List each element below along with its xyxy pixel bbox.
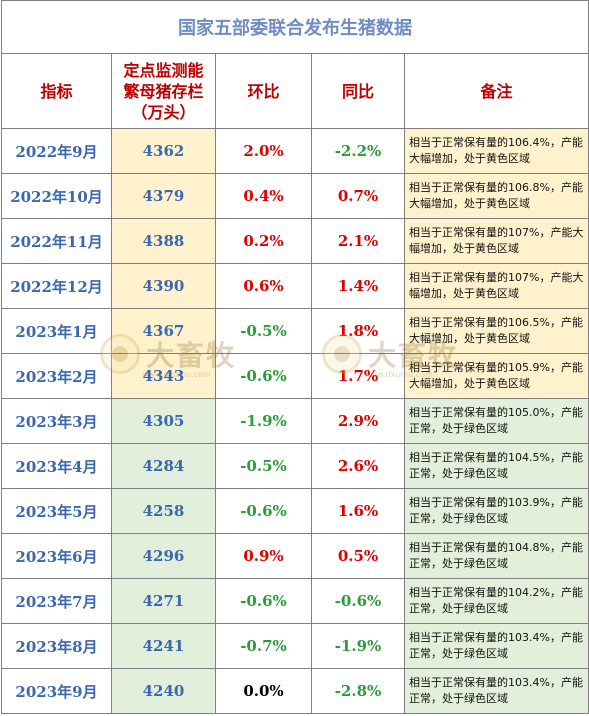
- table-title: 国家五部委联合发布生猪数据: [1, 0, 589, 54]
- table-row: 2023年1月 4367 -0.5% 1.8% 相当于正常保有量的106.5%，产能大幅…: [1, 308, 589, 354]
- mom-cell: 0.4%: [215, 173, 312, 219]
- yoy-cell: 2.9%: [311, 398, 405, 444]
- yoy-cell: 0.7%: [311, 173, 405, 219]
- table-row: 2023年3月 4305 -1.9% 2.9% 相当于正常保有量的105.0%，产能正常…: [1, 398, 589, 444]
- table-row: 2023年9月 4240 0.0% -2.8% 相当于正常保有量的103.4%，产能正常…: [1, 668, 589, 714]
- sows-cell: 4343: [111, 353, 216, 399]
- note-cell: 相当于正常保有量的104.2%，产能正常，处于绿色区域: [404, 578, 589, 624]
- month-cell: 2022年9月: [1, 128, 112, 174]
- yoy-cell: -2.2%: [311, 128, 405, 174]
- table-row: 2023年8月 4241 -0.7% -1.9% 相当于正常保有量的103.4%，产能正…: [1, 623, 589, 669]
- month-cell: 2023年3月: [1, 398, 112, 444]
- month-cell: 2023年8月: [1, 623, 112, 669]
- sows-cell: 4305: [111, 398, 216, 444]
- yoy-cell: -1.9%: [311, 623, 405, 669]
- month-cell: 2023年6月: [1, 533, 112, 579]
- yoy-cell: 1.8%: [311, 308, 405, 354]
- mom-cell: -0.5%: [215, 308, 312, 354]
- yoy-cell: 2.6%: [311, 443, 405, 489]
- sows-cell: 4390: [111, 263, 216, 309]
- mom-cell: 0.2%: [215, 218, 312, 264]
- month-cell: 2023年7月: [1, 578, 112, 624]
- note-cell: 相当于正常保有量的105.0%，产能正常，处于绿色区域: [404, 398, 589, 444]
- mom-cell: 0.9%: [215, 533, 312, 579]
- note-cell: 相当于正常保有量的104.5%，产能正常，处于绿色区域: [404, 443, 589, 489]
- mom-cell: -1.9%: [215, 398, 312, 444]
- mom-cell: -0.7%: [215, 623, 312, 669]
- table-row: 2023年4月 4284 -0.5% 2.6% 相当于正常保有量的104.5%，产能正常…: [1, 443, 589, 489]
- sows-cell: 4388: [111, 218, 216, 264]
- yoy-cell: -0.6%: [311, 578, 405, 624]
- sows-cell: 4240: [111, 668, 216, 714]
- note-cell: 相当于正常保有量的106.8%，产能大幅增加，处于黄色区域: [404, 173, 589, 219]
- note-cell: 相当于正常保有量的106.4%，产能大幅增加，处于黄色区域: [404, 128, 589, 174]
- yoy-cell: 1.7%: [311, 353, 405, 399]
- note-cell: 相当于正常保有量的103.9%，产能正常，处于绿色区域: [404, 488, 589, 534]
- header-mom: 环比: [215, 53, 312, 129]
- note-cell: 相当于正常保有量的107%，产能大幅增加，处于黄色区域: [404, 218, 589, 264]
- month-cell: 2023年1月: [1, 308, 112, 354]
- header-note: 备注: [404, 53, 589, 129]
- note-cell: 相当于正常保有量的103.4%，产能正常，处于绿色区域: [404, 623, 589, 669]
- note-cell: 相当于正常保有量的105.9%，产能大幅增加，处于黄色区域: [404, 353, 589, 399]
- header-yoy: 同比: [311, 53, 405, 129]
- yoy-cell: 0.5%: [311, 533, 405, 579]
- sows-cell: 4284: [111, 443, 216, 489]
- note-cell: 相当于正常保有量的106.5%，产能大幅增加，处于黄色区域: [404, 308, 589, 354]
- header-sows-line2: 繁母猪存栏: [123, 81, 204, 101]
- month-cell: 2023年9月: [1, 668, 112, 714]
- mom-cell: -0.6%: [215, 578, 312, 624]
- header-sows-line3: （万头）: [131, 102, 196, 122]
- table-row: 2022年9月 4362 2.0% -2.2% 相当于正常保有量的106.4%，产能大幅…: [1, 128, 589, 174]
- sows-cell: 4379: [111, 173, 216, 219]
- yoy-cell: 1.6%: [311, 488, 405, 534]
- month-cell: 2023年2月: [1, 353, 112, 399]
- mom-cell: 0.6%: [215, 263, 312, 309]
- yoy-cell: 2.1%: [311, 218, 405, 264]
- sows-cell: 4241: [111, 623, 216, 669]
- sows-cell: 4258: [111, 488, 216, 534]
- note-cell: 相当于正常保有量的103.4%，产能正常，处于绿色区域: [404, 668, 589, 714]
- table-row: 2023年2月 4343 -0.6% 1.7% 相当于正常保有量的105.9%，产能大幅…: [1, 353, 589, 399]
- header-sows: 定点监测能 繁母猪存栏 （万头）: [111, 53, 216, 129]
- table-row: 2023年5月 4258 -0.6% 1.6% 相当于正常保有量的103.9%，产能正常…: [1, 488, 589, 534]
- sows-cell: 4362: [111, 128, 216, 174]
- month-cell: 2023年4月: [1, 443, 112, 489]
- note-cell: 相当于正常保有量的104.8%，产能正常，处于绿色区域: [404, 533, 589, 579]
- table-row: 2022年11月 4388 0.2% 2.1% 相当于正常保有量的107%，产能大幅增加…: [1, 218, 589, 264]
- yoy-cell: -2.8%: [311, 668, 405, 714]
- sows-cell: 4271: [111, 578, 216, 624]
- table-row: 2022年10月 4379 0.4% 0.7% 相当于正常保有量的106.8%，产能大幅…: [1, 173, 589, 219]
- sows-cell: 4367: [111, 308, 216, 354]
- month-cell: 2023年5月: [1, 488, 112, 534]
- yoy-cell: 1.4%: [311, 263, 405, 309]
- month-cell: 2022年11月: [1, 218, 112, 264]
- mom-cell: -0.6%: [215, 353, 312, 399]
- mom-cell: -0.6%: [215, 488, 312, 534]
- header-sows-line1: 定点监测能: [123, 60, 204, 80]
- mom-cell: -0.5%: [215, 443, 312, 489]
- table-row: 2023年6月 4296 0.9% 0.5% 相当于正常保有量的104.8%，产能正常，…: [1, 533, 589, 579]
- month-cell: 2022年10月: [1, 173, 112, 219]
- table-row: 2022年12月 4390 0.6% 1.4% 相当于正常保有量的107%，产能大幅增加…: [1, 263, 589, 309]
- month-cell: 2022年12月: [1, 263, 112, 309]
- table-row: 2023年7月 4271 -0.6% -0.6% 相当于正常保有量的104.2%，产能正…: [1, 578, 589, 624]
- mom-cell: 2.0%: [215, 128, 312, 174]
- mom-cell: 0.0%: [215, 668, 312, 714]
- header-indicator: 指标: [1, 53, 112, 129]
- note-cell: 相当于正常保有量的107%，产能大幅增加，处于黄色区域: [404, 263, 589, 309]
- sows-cell: 4296: [111, 533, 216, 579]
